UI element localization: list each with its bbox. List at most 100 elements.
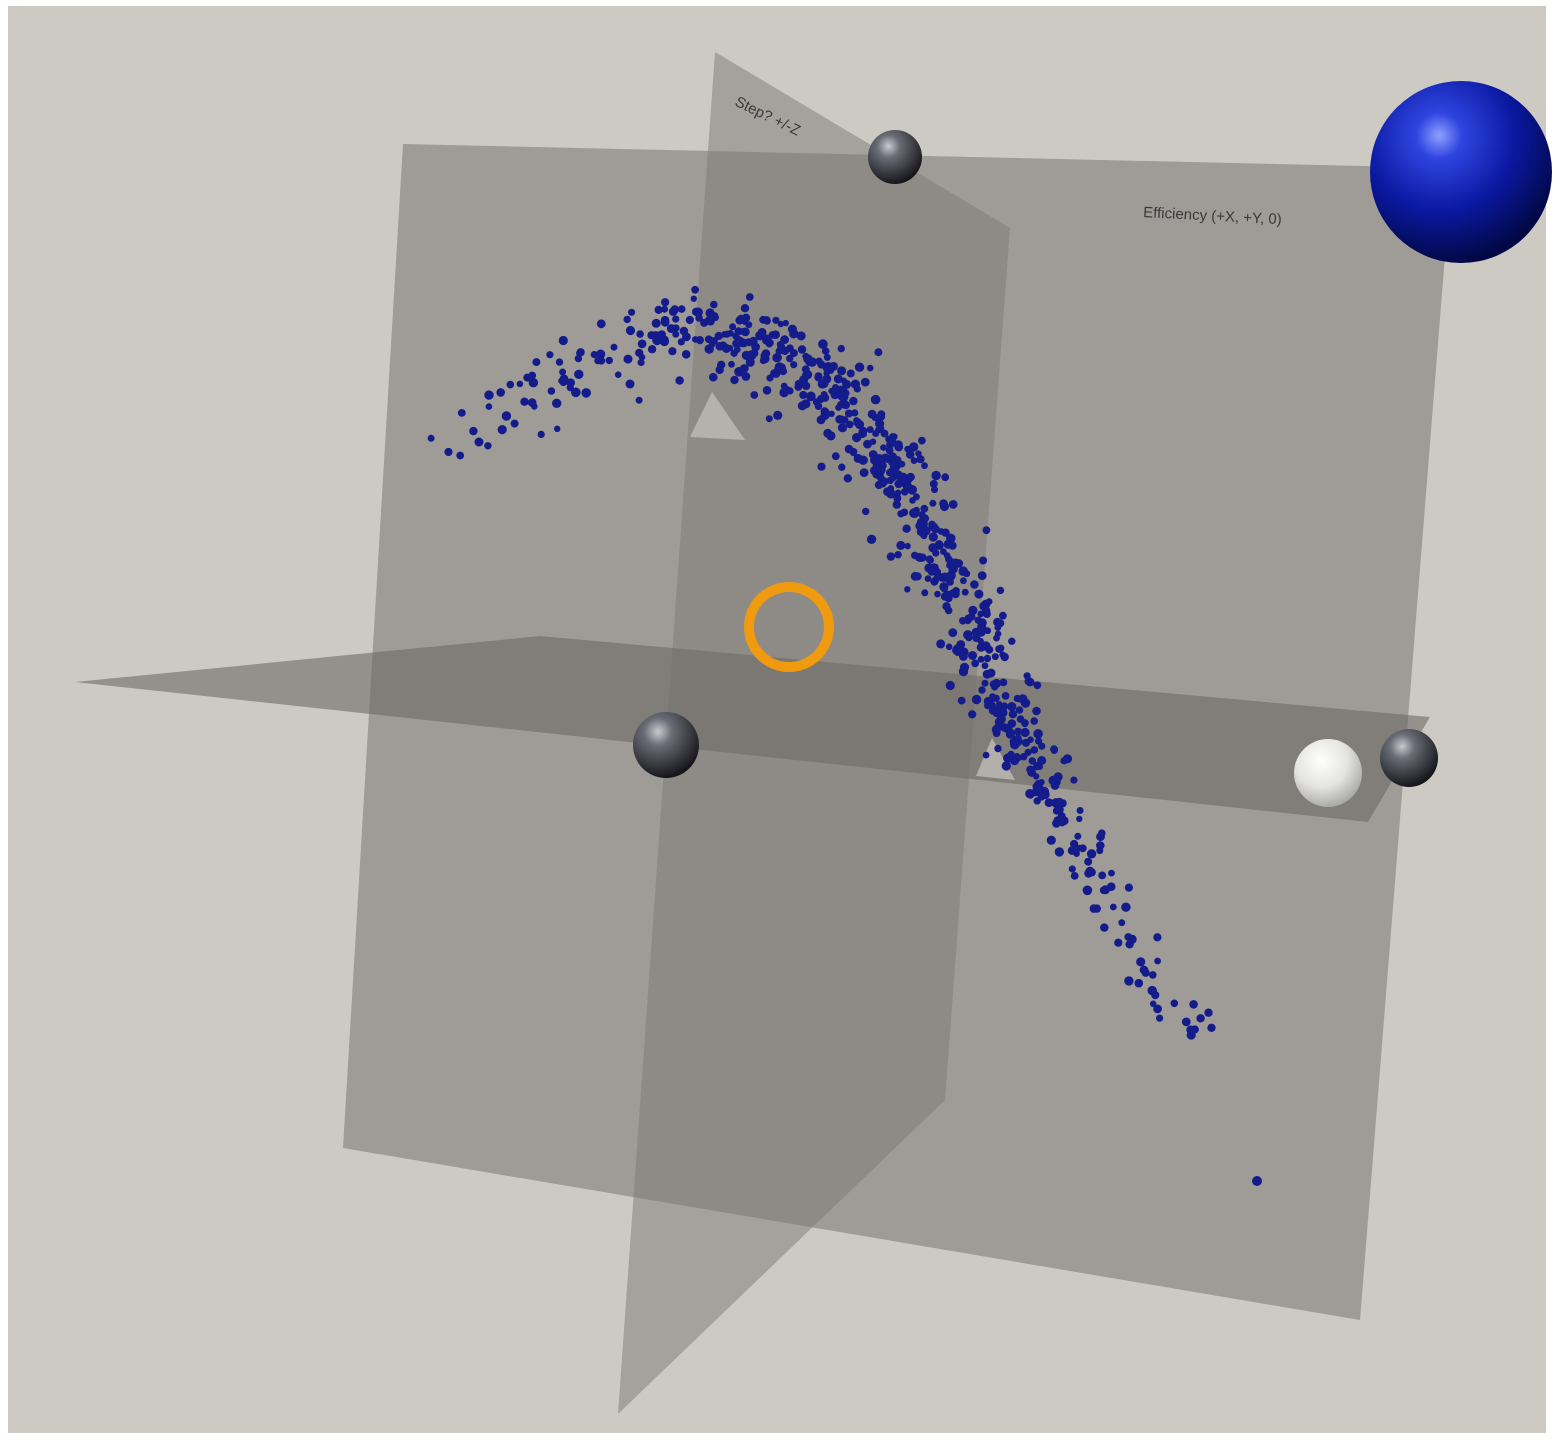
scatter-point bbox=[817, 360, 826, 369]
scatter-point bbox=[866, 364, 874, 372]
top-handle-sphere[interactable] bbox=[868, 130, 922, 184]
scatter-point bbox=[928, 520, 936, 529]
scatter-point bbox=[859, 468, 869, 477]
scatter-point bbox=[956, 640, 966, 649]
scatter-point bbox=[709, 341, 716, 348]
scatter-point-outlier bbox=[1252, 1176, 1262, 1186]
right-handle-sphere[interactable] bbox=[1380, 729, 1438, 787]
scatter-point bbox=[1153, 933, 1162, 942]
scatter-point bbox=[977, 622, 987, 632]
scatter-point bbox=[444, 447, 453, 457]
scatter-point bbox=[979, 556, 988, 565]
scatter-point bbox=[894, 489, 902, 497]
left-handle-sphere[interactable] bbox=[633, 712, 699, 778]
scatter-point bbox=[747, 350, 756, 358]
scatter-point bbox=[853, 417, 860, 424]
scatter-point bbox=[661, 298, 670, 307]
scatter-point bbox=[729, 323, 737, 331]
scatter-point bbox=[1125, 940, 1134, 949]
scatter-point bbox=[945, 643, 953, 651]
scatter-point bbox=[711, 314, 719, 322]
scatter-point bbox=[1181, 1017, 1191, 1027]
scatter-point bbox=[880, 453, 890, 463]
scatter-point bbox=[885, 435, 893, 443]
scatter-point bbox=[546, 351, 554, 359]
scatter-point bbox=[867, 409, 877, 419]
scatter-point bbox=[907, 485, 917, 495]
scatter-point bbox=[874, 480, 884, 490]
scatter-point bbox=[846, 369, 855, 378]
scatter-point bbox=[1073, 850, 1080, 857]
scatter-point bbox=[555, 358, 564, 366]
scatter-point bbox=[1008, 710, 1018, 719]
scatter-point bbox=[928, 532, 938, 542]
scatter-point bbox=[894, 440, 903, 449]
scatter-point bbox=[516, 380, 524, 388]
scatter-point bbox=[941, 528, 950, 537]
scatter-point bbox=[904, 542, 911, 550]
scatter-point bbox=[838, 463, 846, 471]
scatter-point bbox=[828, 410, 835, 417]
scatter-point bbox=[941, 473, 950, 482]
scatter-point bbox=[799, 390, 808, 400]
scatter-point bbox=[761, 349, 771, 358]
scatter-point bbox=[967, 613, 975, 621]
scatter-point bbox=[1058, 799, 1067, 808]
scatter-point bbox=[925, 555, 934, 564]
scatter-point bbox=[596, 349, 606, 359]
scatter-point bbox=[844, 444, 854, 454]
scatter-point bbox=[547, 387, 556, 395]
scatter-point bbox=[939, 574, 947, 582]
scatter-point bbox=[920, 504, 929, 513]
scatter-point bbox=[767, 339, 774, 347]
scatter-point bbox=[1025, 789, 1035, 799]
scatter-point bbox=[757, 327, 767, 337]
scatter-point bbox=[566, 378, 575, 388]
scatter-point bbox=[905, 475, 914, 483]
cursor-sphere[interactable] bbox=[1294, 739, 1362, 807]
scatter-point bbox=[837, 344, 845, 353]
scatter-point bbox=[913, 572, 922, 581]
scatter-point bbox=[741, 318, 749, 326]
scatter-point bbox=[886, 552, 896, 561]
scatter-point bbox=[1082, 885, 1093, 896]
scatter-point bbox=[837, 423, 848, 433]
scatter-point bbox=[999, 651, 1006, 658]
scatter-point bbox=[1020, 727, 1030, 738]
scatter-point bbox=[823, 428, 833, 438]
scatter-point bbox=[1118, 919, 1126, 927]
scatter-point bbox=[916, 455, 925, 464]
scatter-point bbox=[740, 304, 750, 313]
scatter-point bbox=[1124, 883, 1133, 892]
scatter-point bbox=[782, 319, 789, 327]
scatter-point bbox=[771, 368, 781, 378]
large-blue-sphere[interactable] bbox=[1370, 81, 1552, 263]
scatter-point bbox=[929, 479, 938, 488]
scatter-point bbox=[714, 331, 723, 341]
scatter-point bbox=[628, 308, 636, 316]
scatter-point bbox=[939, 582, 949, 592]
scatter-point bbox=[574, 354, 583, 363]
scatter-point bbox=[844, 409, 853, 418]
scatter-point bbox=[554, 425, 561, 432]
scatter-point bbox=[1055, 805, 1064, 814]
scatter-point bbox=[576, 348, 585, 357]
scatter-point bbox=[1092, 904, 1102, 913]
scatter-point bbox=[1124, 976, 1134, 986]
scatter-point bbox=[823, 353, 831, 361]
scatter-point bbox=[948, 628, 958, 637]
scatter-point bbox=[977, 655, 985, 663]
scatter-point bbox=[839, 392, 849, 402]
scatter-point bbox=[1085, 866, 1095, 876]
scatter-point bbox=[1114, 938, 1123, 947]
scatter-point bbox=[833, 374, 843, 384]
scatter-point bbox=[1033, 729, 1043, 739]
scatter-point bbox=[997, 703, 1007, 713]
scatter-point bbox=[983, 654, 992, 663]
scatter-point bbox=[968, 651, 977, 660]
scatter-point bbox=[1034, 780, 1042, 788]
target-ring[interactable] bbox=[744, 582, 834, 672]
scatter-point bbox=[469, 426, 478, 436]
